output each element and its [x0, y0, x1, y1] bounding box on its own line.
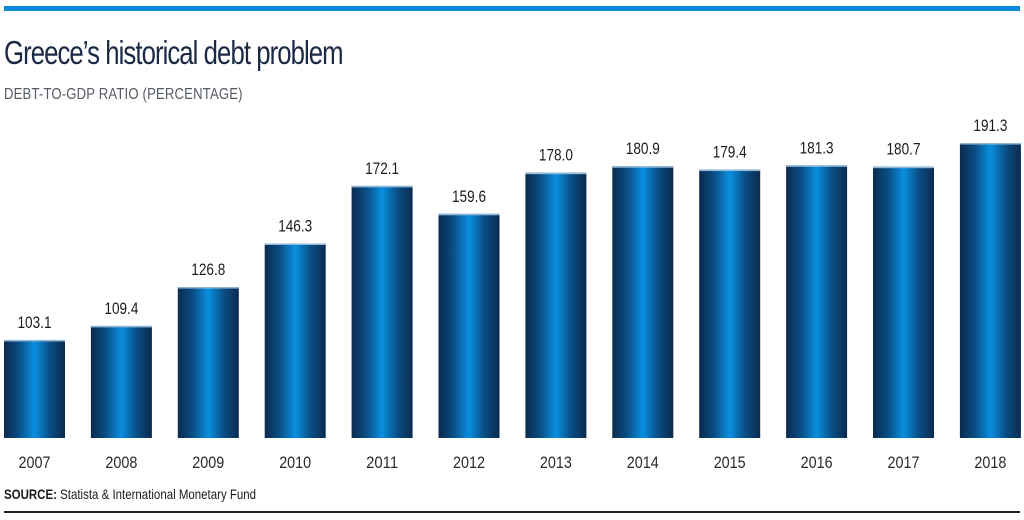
x-tick-label: 2016 — [801, 453, 833, 472]
value-labels-group: 103.1 109.4 126.8 146.3 172.1 159.6 178.0 180.9… — [18, 116, 1008, 332]
bar-top-highlight — [959, 143, 1021, 145]
source-text: Statista & International Monetary Fund — [56, 486, 257, 502]
bar-2011 — [351, 185, 413, 438]
bar-2012 — [438, 213, 500, 438]
chart-subtitle: DEBT-TO-GDP RATIO (PERCENTAGE) — [4, 86, 243, 103]
x-tick-label: 2013 — [540, 453, 572, 472]
bottom-rule — [4, 511, 1020, 513]
x-tick-label: 2011 — [366, 453, 398, 472]
bar-top-highlight — [873, 166, 934, 169]
bar-top-highlight — [90, 325, 152, 328]
chart-title: Greece’s historical debt problem — [4, 34, 344, 71]
value-label: 126.8 — [191, 260, 225, 279]
bar-2017 — [873, 166, 934, 439]
source-label: SOURCE: — [4, 486, 57, 502]
top-accent-rule — [4, 6, 1020, 11]
bar-top-highlight — [177, 287, 239, 289]
bar-2016 — [786, 165, 848, 438]
x-tick-label: 2009 — [192, 453, 224, 472]
x-tick-label: 2008 — [105, 453, 137, 472]
value-label: 146.3 — [278, 217, 312, 236]
x-tick-label: 2015 — [714, 453, 746, 472]
bar-2009 — [177, 287, 239, 438]
x-tick-label: 2017 — [888, 453, 920, 472]
value-label: 159.6 — [452, 187, 486, 206]
bar-top-highlight — [264, 243, 326, 246]
bar-top-highlight — [525, 172, 587, 175]
value-label: 178.0 — [539, 146, 573, 165]
x-tick-label: 2014 — [627, 453, 659, 472]
bar-top-highlight — [699, 169, 761, 172]
value-label: 103.1 — [18, 313, 52, 332]
value-label: 179.4 — [713, 143, 747, 162]
bar-2018 — [959, 143, 1021, 439]
bars-group — [4, 143, 1021, 439]
bar-top-highlight — [438, 213, 500, 216]
bar-2008 — [90, 325, 152, 438]
bar-top-highlight — [4, 339, 65, 342]
bar-2015 — [699, 169, 761, 439]
source-note: SOURCE: Statista & International Monetar… — [4, 486, 256, 502]
x-tick-label: 2018 — [974, 453, 1006, 472]
bar-2013 — [525, 172, 587, 438]
bar-top-highlight — [351, 185, 413, 188]
value-label: 172.1 — [365, 159, 399, 178]
bar-top-highlight — [612, 166, 674, 168]
value-label: 181.3 — [800, 138, 834, 157]
x-tick-label: 2012 — [453, 453, 485, 472]
bar-2014 — [612, 166, 674, 438]
bar-2010 — [264, 243, 326, 438]
value-label: 191.3 — [973, 116, 1007, 135]
year-labels-group: 2007 2008 2009 2010 2011 2012 2013 2014 2015 2016… — [19, 453, 1007, 472]
bar-2007 — [4, 339, 65, 438]
value-label: 180.9 — [626, 139, 660, 158]
value-label: 180.7 — [887, 140, 921, 159]
x-tick-label: 2007 — [19, 453, 51, 472]
value-label: 109.4 — [104, 299, 138, 318]
x-tick-label: 2010 — [279, 453, 311, 472]
bar-top-highlight — [786, 165, 848, 167]
